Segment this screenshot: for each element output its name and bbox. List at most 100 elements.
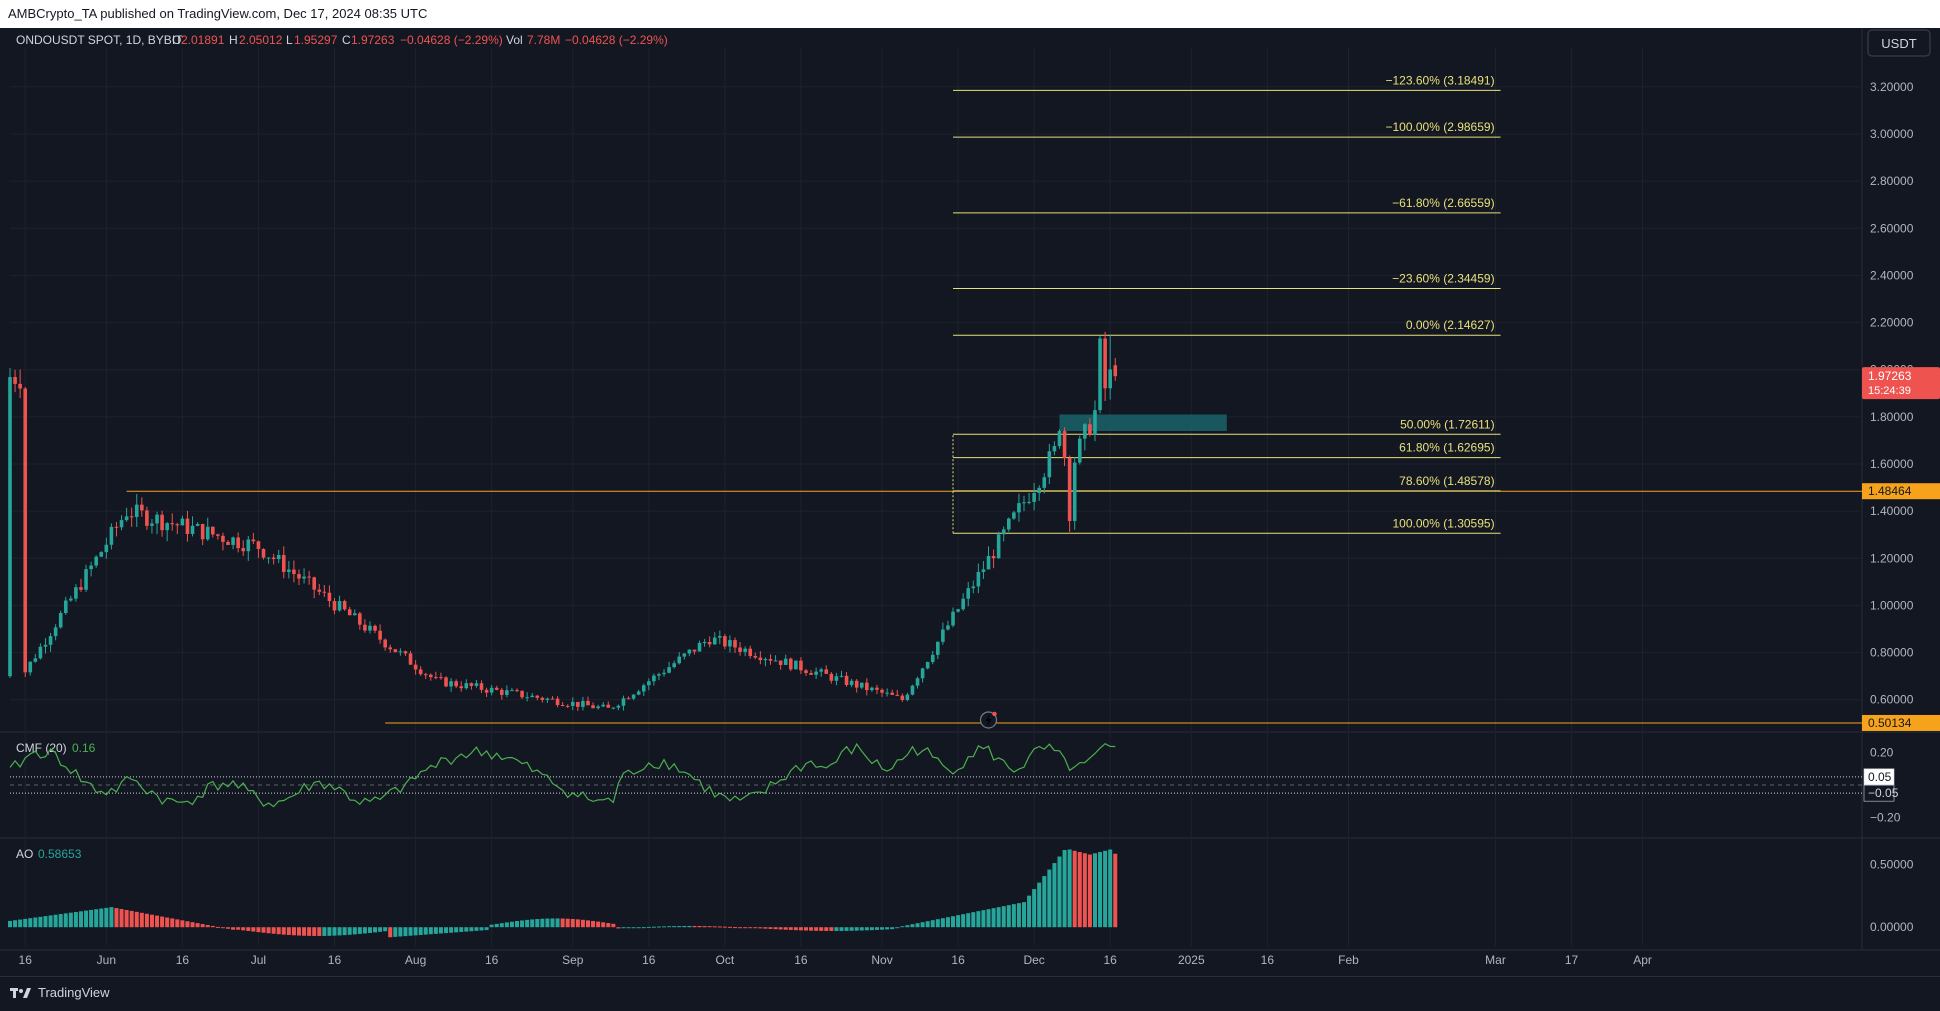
- candle-body: [38, 646, 43, 659]
- candle: [155, 511, 159, 535]
- candle-body: [1088, 424, 1092, 435]
- ao-bar: [849, 927, 854, 931]
- ao-bar: [398, 927, 403, 937]
- ao-bar: [585, 920, 590, 928]
- ao-bar: [981, 910, 986, 928]
- candle-body: [18, 383, 22, 389]
- ao-pane: AO 0.58653: [8, 847, 1118, 938]
- candle-body: [672, 663, 676, 668]
- ao-bar: [94, 909, 99, 928]
- candle-body: [170, 523, 175, 525]
- candle: [783, 654, 788, 666]
- candle-body: [981, 569, 986, 572]
- time-axis[interactable]: 16 Jun 16 Jul 16 Aug 16 Sep 16 Oct 16 Nov 16 Dec 16 202…: [19, 953, 1652, 967]
- candle-body: [352, 613, 357, 616]
- candle: [79, 578, 83, 592]
- time-tick-label: 16: [1104, 953, 1118, 967]
- candle: [165, 522, 169, 542]
- time-tick-label: 16: [176, 953, 190, 967]
- ao-bar: [656, 926, 661, 928]
- candle: [530, 692, 535, 698]
- ao-bar: [1032, 889, 1037, 928]
- candle-body: [84, 569, 88, 590]
- candle-body: [1032, 493, 1036, 502]
- candle: [160, 510, 164, 537]
- ao-bar: [966, 913, 971, 928]
- last-price-countdown: 15:24:39: [1868, 385, 1911, 397]
- candle-body: [616, 705, 621, 708]
- chart-svg[interactable]: 1.48464 0.50134 −123.60% (3.18491) −100.00…: [0, 28, 1940, 976]
- candle-body: [408, 653, 413, 665]
- ao-bar: [190, 922, 195, 928]
- candle-body: [930, 654, 935, 663]
- candle: [636, 689, 641, 696]
- ao-bar: [560, 918, 565, 928]
- candle-body: [996, 534, 1001, 559]
- tradingview-brand[interactable]: TradingView: [10, 985, 110, 1000]
- ao-bar: [722, 926, 727, 928]
- ao-bar: [1082, 853, 1087, 928]
- candle: [271, 553, 276, 565]
- ao-bar: [515, 921, 519, 928]
- candle: [236, 532, 240, 553]
- ao-bar: [834, 927, 839, 931]
- candle: [439, 672, 443, 680]
- cmf-band-tag: [1863, 784, 1895, 802]
- ao-bar: [281, 927, 286, 935]
- ao-bar: [915, 923, 920, 928]
- candle-body: [520, 690, 524, 698]
- ao-bar: [185, 921, 190, 928]
- ao-bar: [555, 918, 560, 928]
- candle-body: [880, 689, 884, 693]
- candle-body: [910, 685, 915, 695]
- grid: [0, 28, 1940, 951]
- candle-body: [317, 589, 322, 592]
- candle: [383, 638, 387, 651]
- ao-bar: [241, 927, 246, 931]
- candle: [119, 515, 124, 531]
- time-tick-label: Jun: [97, 953, 116, 967]
- candle: [799, 657, 803, 675]
- currency-button[interactable]: USDT: [1867, 29, 1931, 57]
- candle-body: [231, 537, 235, 545]
- ao-bar: [342, 927, 347, 936]
- candle: [140, 497, 144, 517]
- candle-body: [859, 682, 864, 688]
- candle: [378, 624, 382, 644]
- ao-bar: [266, 927, 271, 934]
- candle-body: [89, 565, 93, 570]
- candle-body: [474, 683, 479, 686]
- candle-body: [915, 678, 920, 686]
- candle-body: [322, 591, 327, 593]
- candle-body: [1098, 338, 1102, 411]
- candle-body: [596, 706, 600, 709]
- candle-body: [946, 625, 950, 630]
- time-tick-label: 16: [19, 953, 33, 967]
- cmf-tick-label: 0.20: [1870, 745, 1894, 759]
- price-axis[interactable]: 3.20000 3.00000 2.80000 2.60000 2.40000 2.200…: [1862, 80, 1940, 934]
- candle: [550, 696, 555, 700]
- candle: [880, 688, 884, 697]
- ao-bar: [73, 911, 78, 928]
- ao-bar: [748, 927, 753, 929]
- ao-bar: [905, 925, 910, 928]
- candle: [996, 531, 1001, 559]
- cmf-value: 0.16: [72, 741, 96, 755]
- candle: [707, 636, 712, 648]
- candle-body: [647, 681, 651, 686]
- cmf-band-label: −0.05: [1868, 786, 1899, 800]
- candle: [444, 676, 448, 688]
- candle: [768, 654, 773, 665]
- ao-bar: [68, 912, 73, 928]
- ao-bar: [793, 927, 798, 931]
- ao-bar: [251, 927, 256, 932]
- candle-body: [1093, 410, 1097, 435]
- candle: [13, 369, 17, 393]
- time-tick-label: 17: [1565, 953, 1579, 967]
- legend-open: 2.01891: [181, 33, 225, 47]
- chart-frame[interactable]: 1.48464 0.50134 −123.60% (3.18491) −100.00…: [0, 28, 1940, 976]
- ao-bar: [1042, 876, 1047, 928]
- ao-bar: [246, 927, 251, 931]
- candle: [292, 560, 296, 583]
- candle-body: [1072, 462, 1077, 521]
